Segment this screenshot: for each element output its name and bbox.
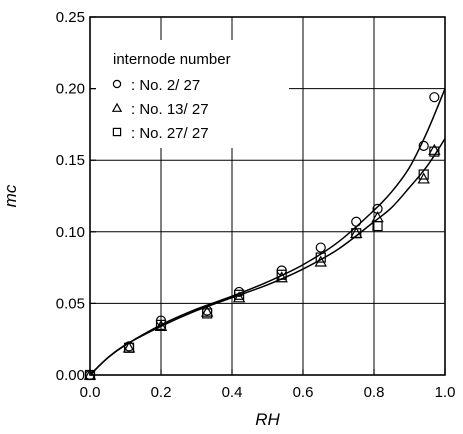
x-tick-label: 0.6 <box>293 384 314 401</box>
data-point-triangle <box>275 271 288 283</box>
data-point-square <box>123 342 135 353</box>
data-markers <box>83 92 441 381</box>
data-point-square <box>372 220 383 232</box>
legend-entry-label: : No. 2/ 27 <box>131 77 200 94</box>
data-point-circle <box>429 92 440 103</box>
fit-curve <box>89 138 446 376</box>
x-tick-label: 0.8 <box>364 384 385 401</box>
legend-marker-triangle <box>111 102 123 112</box>
x-tick-label: 0.2 <box>151 384 172 401</box>
data-point-square <box>202 308 213 319</box>
data-point-square <box>234 289 245 300</box>
data-point-circle <box>418 140 429 151</box>
data-point-triangle <box>200 305 214 317</box>
x-tick-label: 0.0 <box>80 384 101 401</box>
legend-entry-label: : No. 13/ 27 <box>131 101 209 118</box>
data-point-square <box>351 228 362 239</box>
x-axis-label: RH <box>255 410 280 429</box>
data-point-square <box>276 269 287 280</box>
data-point-square <box>315 252 326 263</box>
legend-title: internode number <box>113 51 231 68</box>
x-tick-label: 0.4 <box>222 384 243 401</box>
y-tick-label: 0.25 <box>56 9 85 26</box>
data-point-square <box>155 319 167 330</box>
y-tick-label: 0.15 <box>56 152 85 169</box>
y-tick-label: 0.00 <box>56 367 85 384</box>
legend-marker-circle <box>112 79 122 89</box>
y-tick-label: 0.20 <box>56 81 85 98</box>
data-point-triangle <box>154 319 168 332</box>
data-point-triangle <box>232 291 246 303</box>
legend-entry-label: : No. 27/ 27 <box>131 125 209 142</box>
legend-marker-square <box>112 127 122 137</box>
y-tick-label: 0.05 <box>56 295 85 312</box>
data-point-circle <box>315 242 326 253</box>
data-point-triangle <box>428 143 441 155</box>
axis-ticks: 0.0 0.2 0.4 0.6 0.8 1.0 0.00 0.05 0.10 0.15 0.20 0.… <box>56 9 456 401</box>
legend-background <box>96 40 289 148</box>
data-point-circle <box>351 216 362 227</box>
legend-entries: : No. 2/ 27 : No. 13/ 27 : No. 27/ 27 <box>111 77 209 142</box>
legend: internode number : No. 2/ 27 : No. 13/ 27… <box>96 40 289 148</box>
y-tick-label: 0.10 <box>56 224 85 241</box>
data-point-square <box>418 169 429 180</box>
x-tick-label: 1.0 <box>435 384 456 401</box>
data-point-triangle <box>314 255 327 267</box>
y-axis-label: mc <box>1 184 20 207</box>
data-point-triangle <box>417 172 430 184</box>
plot-frame <box>89 16 446 376</box>
data-point-square <box>429 146 440 157</box>
